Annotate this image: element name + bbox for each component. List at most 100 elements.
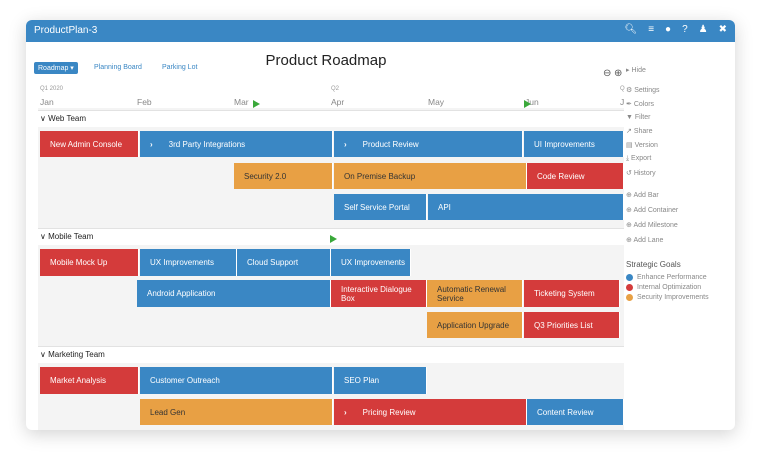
- bar-label: Product Review: [362, 139, 419, 149]
- roadmap-bar[interactable]: Application Upgrade: [427, 312, 523, 338]
- roadmap-bar[interactable]: Lead Gen: [140, 399, 333, 425]
- goal-label: Security Improvements: [637, 294, 709, 301]
- bar-label: UI Improvements: [534, 139, 595, 149]
- zoom-in-button[interactable]: ⊕: [614, 68, 623, 79]
- bar-label: Mobile Mock Up: [50, 258, 108, 267]
- bar-label: Android Application: [147, 289, 216, 298]
- search-icon[interactable]: 🔍︎: [624, 24, 638, 35]
- roadmap-bar[interactable]: Q3 Priorities List: [524, 312, 620, 338]
- planning-board-link[interactable]: Planning Board: [94, 64, 142, 71]
- add-label: Add Lane: [633, 237, 664, 244]
- roadmap-bar[interactable]: Interactive Dialogue Box: [331, 280, 427, 307]
- zoom-out-button[interactable]: ⊖: [603, 68, 612, 79]
- add-lane-button[interactable]: ⊕ Add Lane: [626, 237, 664, 244]
- lane-marketing-team[interactable]: ∨ Marketing Team: [40, 350, 105, 359]
- roadmap-bar[interactable]: UI Improvements: [524, 131, 624, 157]
- roadmap-bar[interactable]: Automatic Renewal Service: [427, 280, 523, 307]
- menu-export[interactable]: ⤓ Export: [626, 155, 652, 162]
- milestone-flag[interactable]: [253, 100, 260, 108]
- add-bar-button[interactable]: ⊕ Add Bar: [626, 192, 659, 199]
- lane-mobile-team[interactable]: ∨ Mobile Team: [40, 232, 94, 241]
- title-bar: ProductPlan-3 🔍︎ ≡ ● ? ♟ ✖: [26, 20, 735, 42]
- roadmap-bar[interactable]: Android Application: [137, 280, 331, 307]
- roadmap-bar[interactable]: › Pricing Review: [334, 399, 527, 425]
- bar-label: Customer Outreach: [150, 376, 220, 385]
- roadmap-bar[interactable]: Mobile Mock Up: [40, 249, 139, 276]
- parking-lot-link[interactable]: Parking Lot: [162, 64, 198, 71]
- menu-label: Share: [633, 128, 653, 135]
- lane-header: [38, 346, 624, 363]
- bar-label: UX Improvements: [150, 258, 215, 267]
- roadmap-bar[interactable]: Cloud Support: [237, 249, 331, 276]
- add-milestone-button[interactable]: ⊕ Add Milestone: [626, 222, 678, 229]
- roadmap-view-button[interactable]: Roadmap ▾: [34, 62, 78, 74]
- bar-label: Lead Gen: [150, 407, 186, 417]
- bar-label: Content Review: [537, 407, 594, 417]
- menu-colors[interactable]: ✒ Colors: [626, 101, 655, 108]
- page-title: Product Roadmap: [265, 52, 387, 69]
- bar-label: Interactive Dialogue Box: [341, 284, 412, 303]
- roadmap-bar[interactable]: Market Analysis: [40, 367, 139, 394]
- goal-label: Enhance Performance: [637, 274, 707, 281]
- add-container-button[interactable]: ⊕ Add Container: [626, 207, 679, 214]
- roadmap-bar[interactable]: › Product Review: [334, 131, 523, 157]
- goal-color-dot: [626, 294, 633, 301]
- roadmap-bar[interactable]: Security 2.0: [234, 163, 333, 189]
- chevron-right-icon[interactable]: ›: [150, 139, 153, 149]
- roadmap-bar[interactable]: SEO Plan: [334, 367, 427, 394]
- goal-color-dot: [626, 274, 633, 281]
- user-icon[interactable]: ♟: [698, 24, 708, 35]
- month-label: Mar: [234, 97, 249, 107]
- roadmap-bar[interactable]: Code Review: [527, 163, 624, 189]
- quarter-label: Q: [620, 86, 625, 92]
- menu-history[interactable]: ↺ History: [626, 170, 656, 177]
- roadmap-bar[interactable]: API: [428, 194, 624, 220]
- bar-label: Self Service Portal: [344, 202, 410, 212]
- bar-label: Q3 Priorities List: [534, 320, 593, 330]
- goal-legend-item: Enhance Performance: [626, 274, 735, 281]
- chevron-right-icon[interactable]: ›: [344, 139, 347, 149]
- milestone-flag[interactable]: [524, 100, 531, 108]
- roadmap-bar[interactable]: On Premise Backup: [334, 163, 527, 189]
- bell-icon[interactable]: ●: [665, 24, 672, 35]
- month-label: Apr: [331, 97, 345, 107]
- roadmap-bar[interactable]: UX Improvements: [331, 249, 411, 276]
- lane-web-team[interactable]: ∨ Web Team: [40, 114, 87, 123]
- roadmap-bar[interactable]: Customer Outreach: [140, 367, 333, 394]
- hide-button[interactable]: ▸ Hide: [626, 67, 646, 74]
- menu-label: Version: [634, 142, 658, 149]
- roadmap-bar[interactable]: New Admin Console: [40, 131, 139, 157]
- menu-label: Filter: [634, 114, 651, 121]
- bar-label: Automatic Renewal Service: [437, 284, 506, 303]
- milestone-flag[interactable]: [330, 235, 337, 243]
- quarter-label: Q1 2020: [40, 86, 64, 92]
- roadmap-bar[interactable]: Content Review: [527, 399, 624, 425]
- month-label: Feb: [137, 97, 152, 107]
- bar-label: SEO Plan: [344, 376, 380, 385]
- month-label: Jun: [525, 97, 539, 107]
- roadmap-bar[interactable]: Ticketing System: [524, 280, 620, 307]
- roadmap-bar[interactable]: UX Improvements: [140, 249, 237, 276]
- lane-title: Web Team: [48, 114, 87, 123]
- expand-icon[interactable]: ✖: [718, 24, 727, 35]
- menu-share[interactable]: ↗ Share: [626, 128, 653, 135]
- goal-legend-item: Internal Optimization: [626, 284, 735, 291]
- month-label: J: [620, 97, 625, 107]
- app-window: ProductPlan-3 🔍︎ ≡ ● ? ♟ ✖ Product Roadm…: [26, 20, 735, 430]
- goal-legend-item: Security Improvements: [626, 294, 735, 301]
- add-label: Add Bar: [633, 192, 659, 199]
- lane-header: [38, 110, 624, 127]
- chevron-right-icon[interactable]: ›: [344, 407, 347, 417]
- menu-settings[interactable]: ⚙ Settings: [626, 87, 660, 94]
- goal-label: Internal Optimization: [637, 284, 702, 291]
- bar-label: New Admin Console: [50, 139, 123, 149]
- roadmap-bar[interactable]: › 3rd Party Integrations: [140, 131, 333, 157]
- bar-label: Market Analysis: [50, 376, 107, 385]
- bar-label: UX Improvements: [341, 258, 406, 267]
- roadmap-bar[interactable]: Self Service Portal: [334, 194, 427, 220]
- quarter-label: Q2: [331, 86, 340, 92]
- help-icon[interactable]: ?: [682, 24, 688, 35]
- menu-version[interactable]: ▤ Version: [626, 142, 658, 149]
- menu-filter[interactable]: ▼ Filter: [626, 114, 651, 121]
- list-icon[interactable]: ≡: [648, 24, 655, 35]
